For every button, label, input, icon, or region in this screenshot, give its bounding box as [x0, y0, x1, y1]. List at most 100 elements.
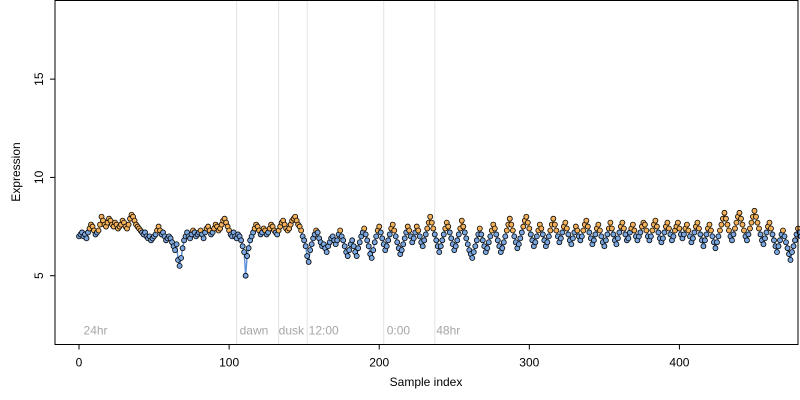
data-point [781, 233, 788, 240]
data-point [406, 227, 413, 234]
data-point [550, 215, 557, 222]
x-axis-title: Sample index [390, 375, 463, 389]
data-point [586, 229, 593, 236]
data-point [596, 227, 603, 234]
data-point [747, 225, 753, 232]
data-point [739, 221, 746, 228]
data-point [694, 219, 701, 226]
data-point [337, 227, 344, 234]
data-point [783, 239, 789, 246]
data-point [551, 221, 558, 228]
data-point [703, 231, 710, 238]
data-point [517, 235, 524, 242]
data-point [179, 245, 186, 252]
data-point [304, 253, 311, 259]
event-annotation: 48hr [436, 324, 460, 338]
data-point [439, 237, 446, 244]
data-point [771, 237, 777, 244]
data-point [419, 243, 426, 250]
data-point [583, 217, 590, 224]
data-point [398, 247, 405, 254]
data-point [729, 237, 735, 244]
data-point [661, 229, 668, 236]
data-point [660, 235, 666, 242]
data-point [524, 219, 531, 226]
data-point [307, 247, 314, 254]
data-point [377, 229, 384, 236]
data-point [493, 231, 500, 238]
event-lines [236, 0, 436, 345]
data-point [484, 245, 491, 252]
data-point [610, 231, 617, 238]
data-point [619, 219, 626, 226]
data-point [547, 227, 554, 234]
data-point [709, 233, 716, 240]
data-point [768, 225, 774, 232]
data-point [595, 221, 602, 228]
data-point [784, 245, 791, 252]
data-point [533, 233, 540, 240]
data-point [494, 237, 501, 244]
data-point [565, 231, 572, 238]
data-points [76, 207, 800, 279]
data-point [775, 243, 782, 250]
data-point [676, 225, 683, 232]
data-point [244, 253, 251, 259]
data-point [574, 227, 581, 234]
data-point [706, 221, 713, 228]
data-point [473, 237, 480, 244]
data-point [430, 225, 437, 232]
event-annotation: dawn [240, 324, 269, 338]
data-point [385, 237, 392, 244]
data-point [613, 241, 620, 248]
data-point [469, 255, 476, 261]
data-point [346, 247, 353, 254]
data-point [455, 231, 462, 238]
data-point [578, 233, 585, 240]
data-point [532, 239, 539, 246]
data-point [569, 235, 576, 242]
data-point [745, 231, 752, 238]
data-point [649, 227, 656, 234]
data-point [379, 235, 386, 242]
data-point [744, 237, 750, 244]
data-point [506, 215, 513, 222]
data-point [178, 255, 184, 261]
plot-frame [54, 0, 799, 345]
event-annotation: 0:00 [387, 324, 411, 338]
data-point [305, 259, 312, 265]
data-point [173, 241, 180, 248]
event-annotations: 24hr dawn dusk 12:00 0:00 48hr [84, 324, 461, 338]
data-point [341, 243, 348, 250]
data-point [625, 235, 632, 242]
data-point [590, 237, 597, 244]
data-point [500, 239, 507, 246]
data-point [557, 235, 564, 242]
data-point [376, 223, 383, 230]
data-point [580, 227, 587, 234]
data-point [440, 231, 447, 238]
data-point [454, 237, 461, 244]
data-point [460, 223, 467, 230]
data-point [568, 241, 575, 248]
data-point [604, 231, 611, 238]
data-point [792, 237, 798, 244]
data-point [751, 207, 758, 214]
data-point [608, 225, 615, 232]
data-point [527, 231, 534, 238]
data-point [502, 233, 509, 240]
data-point [708, 227, 714, 234]
data-point [777, 237, 783, 244]
data-point [364, 237, 371, 244]
data-point [478, 231, 485, 238]
data-point [607, 219, 614, 226]
data-point [302, 243, 309, 250]
data-point [684, 221, 690, 228]
data-point [697, 231, 704, 238]
data-point [314, 229, 321, 236]
data-point [433, 237, 440, 244]
data-point [241, 249, 248, 256]
data-point [724, 221, 731, 228]
data-point [717, 227, 723, 234]
event-annotation: dusk [279, 324, 305, 338]
